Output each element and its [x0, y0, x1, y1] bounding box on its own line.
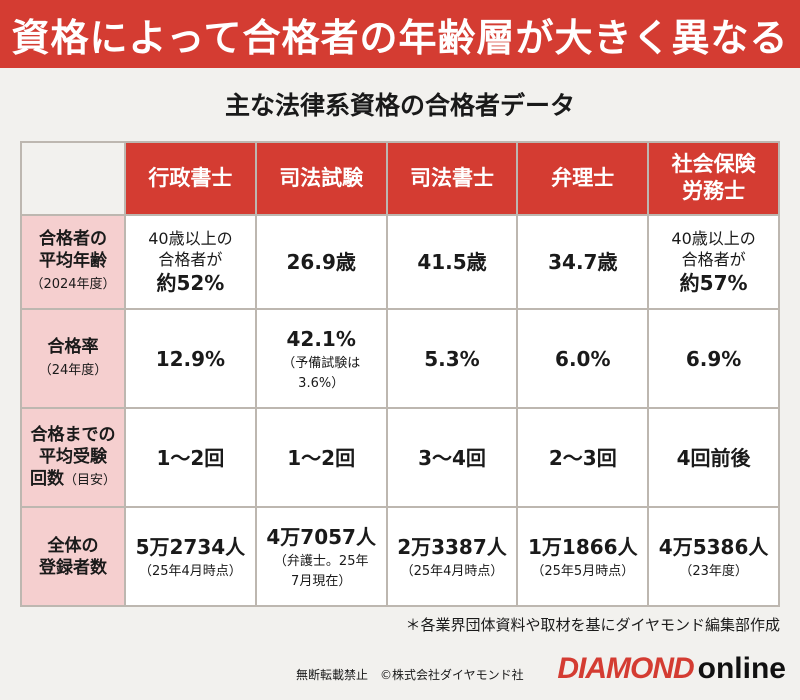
row-header-average-age: 合格者の 平均年齢 （2024年度）: [20, 213, 126, 311]
col-header-label: 社会保険: [671, 152, 756, 177]
table-cell: 3～4回: [385, 407, 519, 509]
row-header-registrants: 全体の 登録者数: [20, 506, 126, 607]
cell-value: 3～4回: [418, 445, 486, 470]
table-cell: 4万5386人 （23年度）: [647, 506, 780, 607]
logo-part: DIAMOND: [557, 652, 694, 685]
cell-pre: 合格者が: [681, 250, 746, 270]
cell-value: 41.5歳: [417, 250, 487, 275]
row-header-sub: （2024年度）: [30, 277, 116, 293]
col-header-sharoshi: 社会保険 労務士: [647, 141, 780, 216]
table-cell: 2万3387人 （25年4月時点）: [385, 506, 519, 607]
cell-value: 5.3%: [424, 346, 480, 371]
cell-note: （25年5月時点）: [531, 563, 635, 579]
row-header-label: 全体の: [47, 535, 99, 556]
cell-note: （23年度）: [679, 563, 748, 579]
cell-note: （25年4月時点）: [400, 563, 504, 579]
row-header-sub: （目安）: [63, 472, 116, 488]
col-header-label: 司法試験: [279, 165, 364, 190]
cell-pre: 合格者が: [158, 250, 223, 270]
table-cell: 2～3回: [516, 407, 650, 509]
cell-note: 3.6%）: [298, 375, 345, 391]
page-banner: 資格によって合格者の年齢層が大きく異なる: [0, 0, 800, 68]
table-cell: 41.5歳: [385, 213, 519, 311]
cell-pre: 40歳以上の: [148, 229, 233, 249]
col-header-label: 弁理士: [551, 165, 615, 190]
col-header-gyosei: 行政書士: [124, 141, 257, 216]
col-header-benrishi: 弁理士: [516, 141, 650, 216]
table-cell: 12.9%: [124, 308, 257, 410]
cell-value: 42.1%: [286, 326, 356, 351]
diamond-online-logo: DIAMOND online: [557, 652, 786, 686]
table-cell: 26.9歳: [254, 213, 388, 311]
table-row-registrants: 全体の 登録者数 5万2734人 （25年4月時点） 4万7057人 （弁護士。…: [20, 506, 780, 607]
table-row-attempts: 合格までの 平均受験 回数（目安） 1～2回 1～2回 3～4回 2～3回 4回…: [20, 407, 780, 509]
table-cell: 34.7歳: [516, 213, 650, 311]
table-row-average-age: 合格者の 平均年齢 （2024年度） 40歳以上の 合格者が 約52% 26.9…: [20, 213, 780, 311]
cell-value: 6.9%: [685, 346, 742, 371]
table-cell: 1～2回: [254, 407, 388, 509]
cell-pre: 40歳以上の: [671, 229, 756, 249]
table-cell: 4回前後: [647, 407, 780, 509]
cell-value: 約52%: [156, 271, 225, 296]
row-header-label: 登録者数: [39, 557, 107, 578]
cell-value: 2～3回: [548, 445, 617, 470]
cell-value: 26.9歳: [286, 250, 356, 275]
corner-cell: [20, 141, 126, 216]
header-row: 行政書士 司法試験 司法書士 弁理士 社会保険 労務士: [20, 141, 780, 216]
cell-value: 4回前後: [676, 445, 751, 470]
table-cell: 5万2734人 （25年4月時点）: [124, 506, 257, 607]
cell-note: （25年4月時点）: [138, 563, 242, 579]
cell-note: 7月現在）: [291, 573, 352, 589]
cell-note: （弁護士。25年: [273, 553, 369, 569]
row-header-label: 平均受験: [39, 446, 107, 467]
logo-part: online: [697, 652, 786, 685]
col-header-shiho-shoshi: 司法書士: [385, 141, 519, 216]
source-footnote: ＊各業界団体資料や取材を基にダイヤモンド編集部作成: [405, 616, 780, 634]
col-header-label: 労務士: [682, 179, 746, 204]
table-cell: 40歳以上の 合格者が 約52%: [124, 213, 257, 311]
table-cell: 4万7057人 （弁護士。25年 7月現在）: [254, 506, 388, 607]
cell-value: 1万1866人: [527, 534, 638, 559]
col-header-label: 行政書士: [148, 165, 233, 190]
cell-value: 4万7057人: [266, 524, 376, 549]
table-cell: 42.1% （予備試験は 3.6%）: [254, 308, 388, 410]
table-cell: 6.0%: [516, 308, 650, 410]
row-header-sub: （24年度）: [38, 362, 108, 378]
cell-value: 1～2回: [156, 445, 225, 470]
table-cell: 1万1866人 （25年5月時点）: [516, 506, 650, 607]
cell-value: 1～2回: [287, 445, 356, 470]
cell-value: 5万2734人: [135, 534, 246, 559]
cell-value: 約57%: [679, 271, 748, 296]
table-title: 主な法律系資格の合格者データ: [224, 91, 575, 120]
cell-value: 6.0%: [555, 346, 611, 371]
col-header-label: 司法書士: [409, 165, 494, 190]
cell-note: （予備試験は: [282, 355, 361, 371]
row-header-label: 合格率: [47, 336, 99, 357]
cell-value: 4万5386人: [658, 534, 769, 559]
row-header-label: 回数: [29, 468, 64, 489]
table-row-pass-rate: 合格率 （24年度） 12.9% 42.1% （予備試験は 3.6%） 5.3%…: [20, 308, 780, 410]
copyright-credits: 無断転載禁止 ©株式会社ダイヤモンド社: [296, 668, 524, 682]
col-header-shiho-shiken: 司法試験: [254, 141, 388, 216]
table-cell: 5.3%: [385, 308, 519, 410]
row-header-attempts: 合格までの 平均受験 回数（目安）: [20, 407, 126, 509]
row-header-label: 平均年齢: [39, 251, 107, 272]
row-header-pass-rate: 合格率 （24年度）: [20, 308, 126, 410]
cell-value: 2万3387人: [397, 534, 507, 559]
row-header-label: 合格者の: [39, 229, 107, 250]
table-cell: 1～2回: [124, 407, 257, 509]
cell-value: 34.7歳: [548, 250, 618, 275]
cell-value: 12.9%: [155, 346, 226, 371]
row-header-label: 合格までの: [30, 424, 116, 445]
qualification-table: 行政書士 司法試験 司法書士 弁理士 社会保険 労務士 合格者の 平均年齢 （20…: [20, 141, 780, 607]
table-cell: 40歳以上の 合格者が 約57%: [647, 213, 780, 311]
table-cell: 6.9%: [647, 308, 780, 410]
